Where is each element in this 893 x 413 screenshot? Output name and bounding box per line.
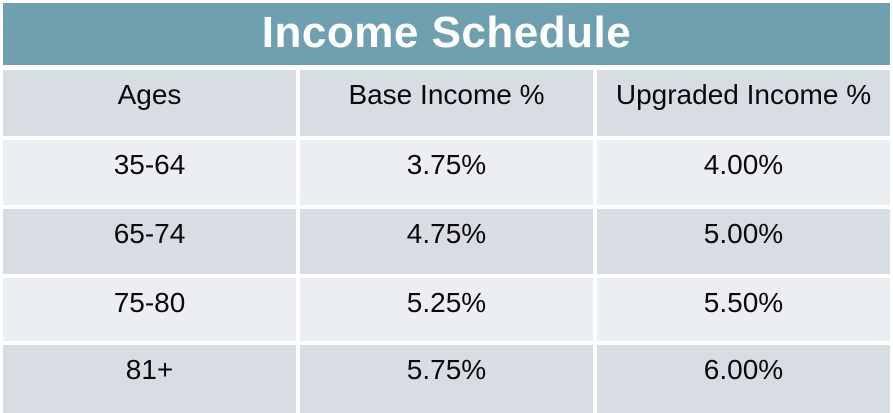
table-cell-base-row4: 5.75% bbox=[300, 345, 593, 413]
column-header-base-income: Base Income % bbox=[300, 70, 593, 136]
table-cell-upgraded-row3: 5.50% bbox=[597, 278, 890, 341]
table-cell-ages-row1: 35-64 bbox=[3, 140, 296, 205]
table-cell-ages-row4: 81+ bbox=[3, 345, 296, 413]
table-title-banner: Income Schedule bbox=[3, 3, 890, 65]
table-cell-base-row3: 5.25% bbox=[300, 278, 593, 341]
table-cell-ages-row3: 75-80 bbox=[3, 278, 296, 341]
table-cell-upgraded-row4: 6.00% bbox=[597, 345, 890, 413]
table-cell-base-row1: 3.75% bbox=[300, 140, 593, 205]
column-header-upgraded-income: Upgraded Income % bbox=[597, 70, 890, 136]
page-title: Income Schedule bbox=[261, 8, 632, 57]
income-schedule-table: Ages Base Income % Upgraded Income % 35-… bbox=[3, 70, 890, 413]
table-cell-base-row2: 4.75% bbox=[300, 209, 593, 274]
table-cell-upgraded-row1: 4.00% bbox=[597, 140, 890, 205]
table-cell-upgraded-row2: 5.00% bbox=[597, 209, 890, 274]
table-cell-ages-row2: 65-74 bbox=[3, 209, 296, 274]
column-header-ages: Ages bbox=[3, 70, 296, 136]
